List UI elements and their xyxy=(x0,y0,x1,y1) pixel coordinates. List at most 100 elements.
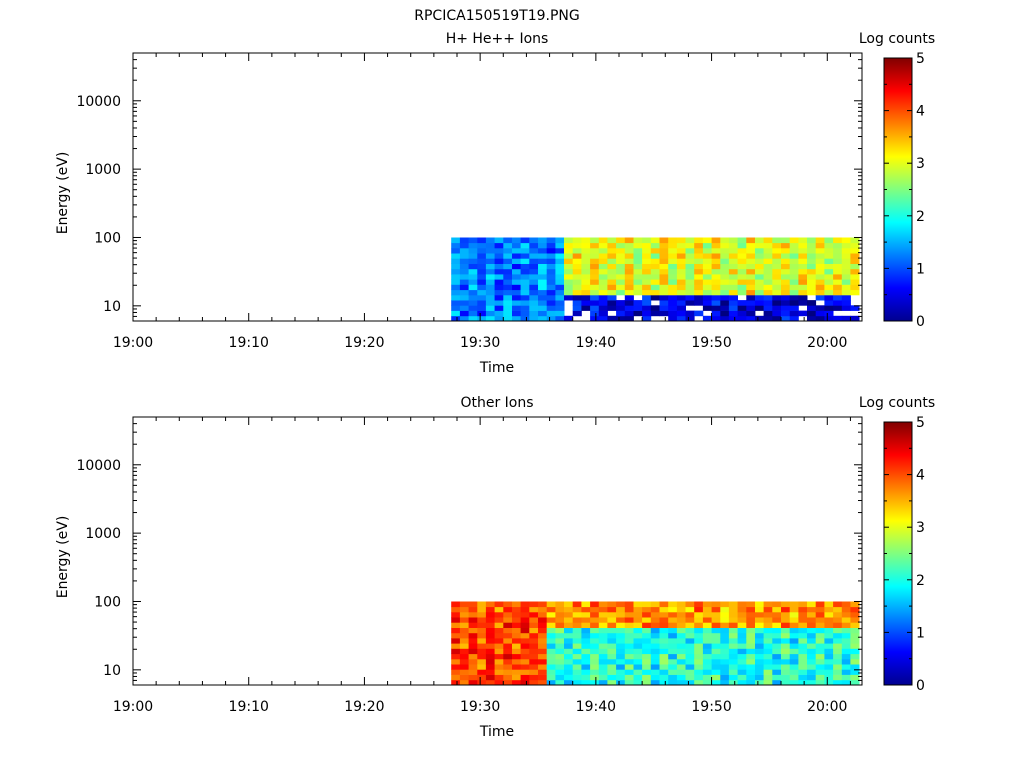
heatmap-cell xyxy=(564,601,574,608)
heatmap-cell xyxy=(555,247,565,254)
heatmap-cell xyxy=(581,627,591,634)
heatmap-cell xyxy=(633,648,643,655)
heatmap-cell xyxy=(807,653,817,660)
heatmap-cell xyxy=(841,258,851,264)
heatmap-cell xyxy=(503,638,513,644)
heatmap-cell xyxy=(590,237,600,244)
heatmap-cell xyxy=(598,237,608,244)
heatmap-cell xyxy=(659,643,669,649)
heatmap-cell xyxy=(763,253,773,259)
heatmap-cell xyxy=(477,622,487,628)
heatmap-cell xyxy=(520,289,530,296)
heatmap-cell xyxy=(598,643,608,649)
heatmap-cell xyxy=(451,669,461,675)
heatmap-cell xyxy=(590,611,600,618)
heatmap-cell xyxy=(468,669,478,675)
heatmap-cell xyxy=(555,622,565,628)
heatmap-cell xyxy=(772,627,782,634)
heatmap-cell xyxy=(824,315,834,322)
heatmap-cell xyxy=(711,310,721,317)
heatmap-cell xyxy=(494,606,504,613)
heatmap-cell xyxy=(702,263,712,270)
heatmap-cell xyxy=(789,289,799,296)
heatmap-cell xyxy=(789,653,799,660)
heatmap-cell xyxy=(815,669,825,675)
heatmap-cell xyxy=(616,632,626,639)
heatmap-cell xyxy=(668,279,678,285)
heatmap-cell xyxy=(581,601,591,608)
heatmap-cell xyxy=(572,664,582,670)
colorbar-tick-label: 2 xyxy=(916,209,925,225)
heatmap-cell xyxy=(702,638,712,644)
heatmap-cell xyxy=(529,669,539,675)
heatmap-cell xyxy=(711,669,721,675)
y-tick-label: 1000 xyxy=(85,162,121,178)
heatmap-cell xyxy=(520,247,530,254)
heatmap-cell xyxy=(850,253,860,259)
heatmap-cell xyxy=(468,315,478,322)
heatmap-cell xyxy=(529,674,539,681)
heatmap-cell xyxy=(850,679,860,686)
heatmap-cell xyxy=(512,643,522,649)
heatmap-cell xyxy=(546,294,556,301)
heatmap-cell xyxy=(477,274,487,280)
heatmap-cell xyxy=(841,606,851,613)
heatmap-cell xyxy=(642,310,652,317)
heatmap-cell xyxy=(720,611,730,618)
heatmap-cell xyxy=(607,679,617,686)
heatmap-cell xyxy=(616,622,626,628)
heatmap-cell xyxy=(485,315,495,322)
heatmap-cell xyxy=(529,679,539,686)
heatmap-cell xyxy=(642,237,652,244)
heatmap-cell xyxy=(676,247,686,254)
heatmap-cell xyxy=(755,622,765,628)
heatmap-cell xyxy=(459,611,469,618)
heatmap-cell xyxy=(833,274,843,280)
y-tick-label: 10 xyxy=(103,299,121,315)
heatmap-cell xyxy=(564,674,574,681)
heatmap-cell xyxy=(841,274,851,280)
heatmap-cell xyxy=(468,617,478,623)
heatmap-cell xyxy=(728,669,738,675)
heatmap-cell xyxy=(850,606,860,613)
heatmap-cell xyxy=(668,622,678,628)
heatmap-cell xyxy=(755,627,765,634)
heatmap-cell xyxy=(676,617,686,623)
heatmap-cell xyxy=(564,679,574,686)
heatmap-cell xyxy=(685,279,695,285)
heatmap-cell xyxy=(451,279,461,285)
heatmap-cell xyxy=(746,601,756,608)
heatmap-cell xyxy=(694,664,704,670)
heatmap-cell xyxy=(763,669,773,675)
heatmap-cell xyxy=(590,617,600,623)
heatmap-cell xyxy=(737,279,747,285)
heatmap-cell xyxy=(512,606,522,613)
heatmap-cell xyxy=(607,643,617,649)
heatmap-cell xyxy=(807,617,817,623)
heatmap-cell xyxy=(459,274,469,280)
x-tick-label: 19:30 xyxy=(460,335,500,351)
heatmap-cell xyxy=(485,606,495,613)
heatmap-cell xyxy=(546,606,556,613)
heatmap-cell xyxy=(798,606,808,613)
heatmap-cell xyxy=(529,289,539,296)
heatmap-cell xyxy=(477,310,487,317)
heatmap-cell xyxy=(477,279,487,285)
heatmap-cell xyxy=(459,284,469,291)
heatmap-cell xyxy=(815,648,825,655)
heatmap-cell xyxy=(650,669,660,675)
heatmap-cell xyxy=(728,258,738,264)
heatmap-cell xyxy=(659,606,669,613)
heatmap-cell xyxy=(702,622,712,628)
heatmap-cell xyxy=(529,300,539,306)
heatmap-cell xyxy=(581,258,591,264)
heatmap-cell xyxy=(676,253,686,259)
heatmap-cell xyxy=(520,611,530,618)
heatmap-cell xyxy=(650,310,660,317)
heatmap-cell xyxy=(815,247,825,254)
heatmap-cell xyxy=(850,268,860,275)
heatmap-cell xyxy=(503,294,513,301)
heatmap-cells xyxy=(451,601,860,686)
heatmap-cell xyxy=(650,305,660,311)
